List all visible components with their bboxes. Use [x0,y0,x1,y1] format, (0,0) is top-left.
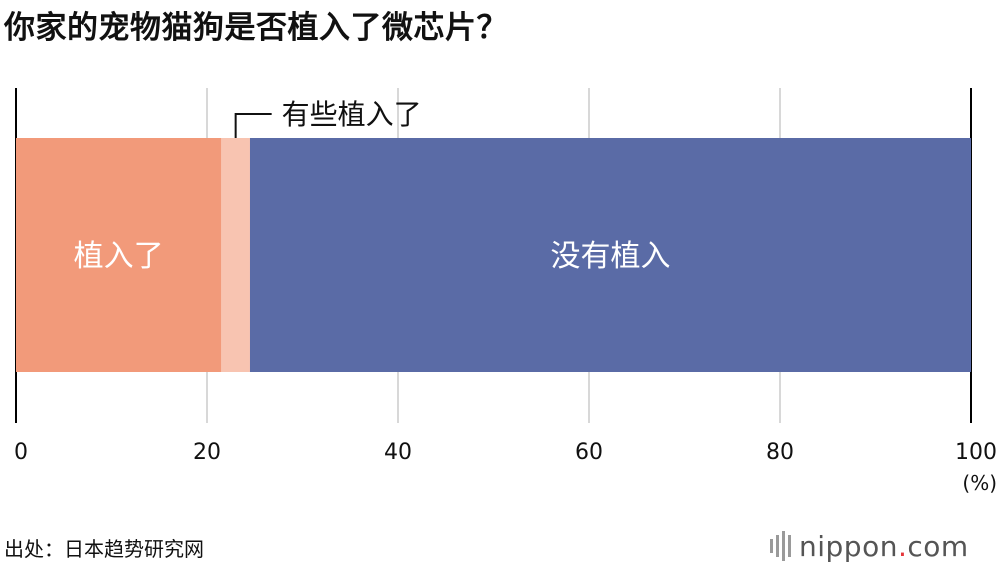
logo-bars-icon [770,531,791,561]
bar-layer [16,138,972,372]
x-tick-label: 100 [955,440,997,465]
nippon-logo: nippon. com [770,528,969,564]
logo-tld: com [907,529,969,563]
tick-layer: 0 20 40 60 80 100 (%) [14,440,997,495]
x-tick-label: 0 [14,440,28,465]
x-unit-label: (%) [962,471,997,495]
logo-name: nippon [799,529,898,563]
bar-segment [16,138,222,372]
x-tick-label: 20 [193,440,221,465]
chart-title: 你家的宠物猫狗是否植入了微芯片？ [4,10,508,46]
callout-label: 有些植入了 [282,98,422,131]
x-tick-label: 40 [384,440,412,465]
callout-leader-line [234,113,272,138]
bar-segment [249,138,972,372]
x-tick-label: 80 [766,440,794,465]
x-tick-label: 60 [575,440,603,465]
bar-segment [221,138,250,372]
logo-dot: . [897,529,908,563]
source-note: 出处：日本趋势研究网 [4,537,204,561]
bar-segment-label: 没有植入 [550,239,670,274]
bar-segment-label: 植入了 [74,239,164,274]
